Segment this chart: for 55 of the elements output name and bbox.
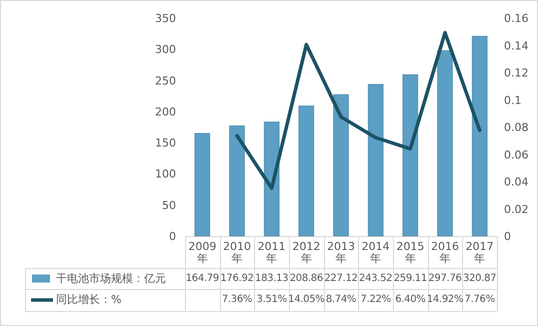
data-label: 8.74% xyxy=(324,293,358,307)
y2-tick-label: 0.02 xyxy=(504,202,528,216)
data-label: 3.51% xyxy=(256,293,288,307)
data-label: 227.12 xyxy=(324,272,358,286)
x-tick-label: 2016年 xyxy=(430,238,460,266)
x-tick-label: 2011年 xyxy=(256,238,287,266)
x-tick-label: 2009年 xyxy=(187,238,218,266)
x-tick-label: 2017年 xyxy=(464,238,495,266)
y2-tick-label: 0.08 xyxy=(504,121,528,134)
bar xyxy=(298,106,314,236)
y-tick-label: 0 xyxy=(169,230,176,243)
data-label: 208.86 xyxy=(289,272,324,286)
y2-tick-label: 0.14 xyxy=(504,39,528,52)
data-label: 6.40% xyxy=(394,293,426,307)
bar xyxy=(333,94,349,236)
x-tick-label: 2015年 xyxy=(395,238,426,266)
data-label: 7.76% xyxy=(464,293,496,307)
data-label: 14.05% xyxy=(288,293,324,307)
y-tick-label: 150 xyxy=(155,136,176,150)
line-series xyxy=(235,30,482,190)
y-tick-label: 100 xyxy=(155,168,176,181)
data-label: 297.76 xyxy=(428,272,462,286)
bar xyxy=(402,74,418,236)
y2-tick-label: 0.04 xyxy=(504,176,528,188)
data-label: 243.52 xyxy=(358,272,393,286)
data-label: 164.79 xyxy=(185,272,220,286)
x-tick-label: 2012年 xyxy=(291,238,322,266)
y2-tick-label: 0.1 xyxy=(504,94,522,107)
bar xyxy=(194,133,210,236)
x-tick-label: 2014年 xyxy=(360,238,391,266)
y-tick-label: 200 xyxy=(155,105,176,118)
bar xyxy=(437,50,453,236)
x-tick-label: 2013年 xyxy=(326,238,356,266)
bar xyxy=(229,126,245,236)
data-label: 14.92% xyxy=(426,293,464,307)
y2-tick-label: 0.12 xyxy=(504,66,528,80)
bar xyxy=(472,36,488,236)
x-tick-label: 2010年 xyxy=(222,238,252,266)
data-label: 183.13 xyxy=(254,272,289,286)
bar xyxy=(368,84,384,236)
y-tick-label: 300 xyxy=(155,43,176,56)
y-tick-label: 250 xyxy=(155,74,176,88)
data-label: 320.87 xyxy=(462,272,497,286)
bar xyxy=(264,122,280,236)
y2-tick-label: 0.16 xyxy=(504,12,528,25)
y-tick-label: 50 xyxy=(162,198,176,212)
y2-tick-label: 0 xyxy=(504,230,511,243)
legend-label: 同比增长：% xyxy=(56,292,122,308)
y-tick-label: 350 xyxy=(155,12,176,25)
data-label: 176.92 xyxy=(220,272,254,286)
data-label: 7.22% xyxy=(360,293,392,307)
data-label: 7.36% xyxy=(220,293,254,307)
y2-tick-label: 0.06 xyxy=(504,148,528,162)
data-label: 259.11 xyxy=(393,272,428,286)
legend-label: 干电池市场规模：亿元 xyxy=(56,270,167,286)
